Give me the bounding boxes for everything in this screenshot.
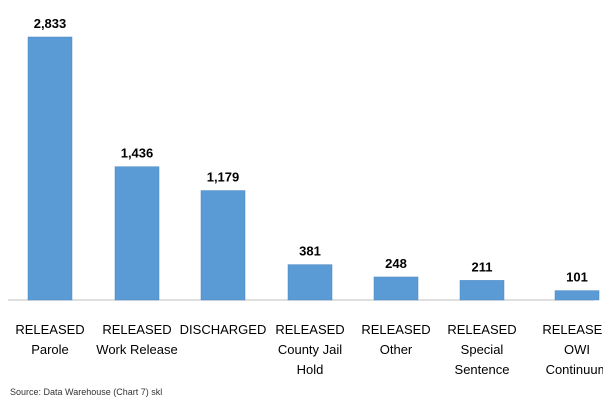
category-label: Hold: [297, 362, 324, 377]
data-label: 101: [566, 270, 588, 285]
category-label: Special: [461, 342, 504, 357]
bar: [287, 264, 333, 301]
bar: [200, 190, 246, 301]
data-label: 2,833: [34, 16, 67, 31]
category-label: Other: [380, 342, 413, 357]
source-note: Source: Data Warehouse (Chart 7) skl: [10, 387, 163, 397]
category-label: DISCHARGED: [180, 322, 267, 337]
category-label: Continuum: [546, 362, 603, 377]
category-label: Sentence: [455, 362, 510, 377]
category-label: RELEASED: [15, 322, 84, 337]
category-label: RELEASED: [102, 322, 171, 337]
category-label: RELEASED: [542, 322, 603, 337]
data-label: 381: [299, 244, 321, 259]
bar: [27, 36, 73, 301]
category-label: Work Release: [96, 342, 177, 357]
data-label: 1,436: [121, 146, 154, 161]
bar: [459, 280, 505, 301]
category-label: RELEASED: [361, 322, 430, 337]
bar: [373, 276, 419, 301]
category-label: RELEASED: [447, 322, 516, 337]
bar: [114, 166, 160, 301]
data-label: 1,179: [207, 170, 240, 185]
category-label: County Jail: [278, 342, 342, 357]
category-label: OWI: [564, 342, 590, 357]
category-label: Parole: [31, 342, 69, 357]
bar: [554, 290, 600, 301]
data-label: 248: [385, 256, 407, 271]
data-label: 211: [472, 259, 493, 274]
category-label: RELEASED: [275, 322, 344, 337]
